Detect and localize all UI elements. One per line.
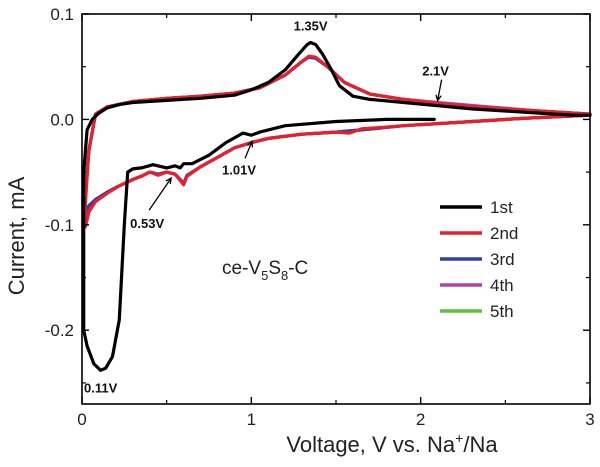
annotation-arrow-head — [247, 139, 254, 148]
x-axis-title-tail: /Na — [463, 432, 498, 457]
peak-label: 1.01V — [222, 162, 256, 177]
sample-label-b: S — [268, 258, 281, 279]
sample-label: ce-V5S8-C — [222, 258, 308, 283]
legend-label: 4th — [490, 276, 514, 295]
peak-label: 1.35V — [294, 18, 328, 33]
x-axis-title: Voltage, V vs. Na+/Na — [286, 430, 498, 457]
series-line-2nd — [83, 54, 592, 229]
annotation-arrow-line — [436, 79, 443, 101]
peak-label: 2.1V — [422, 64, 449, 79]
legend-label: 1st — [490, 198, 513, 217]
legend: 1st 2nd 3rd 4th 5th — [440, 198, 518, 321]
y-tick-label: -0.1 — [45, 216, 74, 235]
legend-label: 2nd — [490, 224, 518, 243]
x-tick-label: 1 — [247, 410, 256, 429]
legend-label: 3rd — [490, 250, 515, 269]
y-tick-label: -0.2 — [45, 321, 74, 340]
y-tick-label: 0.0 — [50, 110, 74, 129]
annotation-arrow-line — [244, 141, 253, 159]
x-tick-label: 2 — [416, 410, 425, 429]
x-tick-label: 3 — [585, 410, 594, 429]
legend-label: 5th — [490, 302, 514, 321]
annotation-layer: 1.35V 2.1V 1.01V 0.53V 0.11V — [84, 18, 449, 395]
series-layer — [82, 40, 592, 372]
series-line-1st — [82, 40, 592, 372]
peak-label: 0.11V — [84, 380, 118, 395]
sample-label-a: ce-V — [222, 258, 261, 279]
annotation-arrow-head — [165, 176, 172, 185]
sample-label-c: -C — [288, 258, 308, 279]
y-tick-label: 0.1 — [50, 5, 74, 24]
annotation-arrow-head — [435, 94, 442, 103]
sample-label-sub-a: 5 — [261, 268, 268, 283]
ticks-layer: 0 1 2 3 0.1 0.0 -0.1 -0.2 — [45, 5, 595, 429]
peak-label: 0.53V — [130, 216, 164, 231]
x-axis-title-main: Voltage, V vs. Na — [286, 432, 456, 457]
x-axis-title-sup: + — [455, 430, 463, 446]
annotation-arrow-line — [148, 177, 172, 211]
y-axis-title: Current, mA — [4, 176, 29, 295]
sample-label-sub-b: 8 — [281, 268, 288, 283]
x-tick-label: 0 — [77, 410, 86, 429]
